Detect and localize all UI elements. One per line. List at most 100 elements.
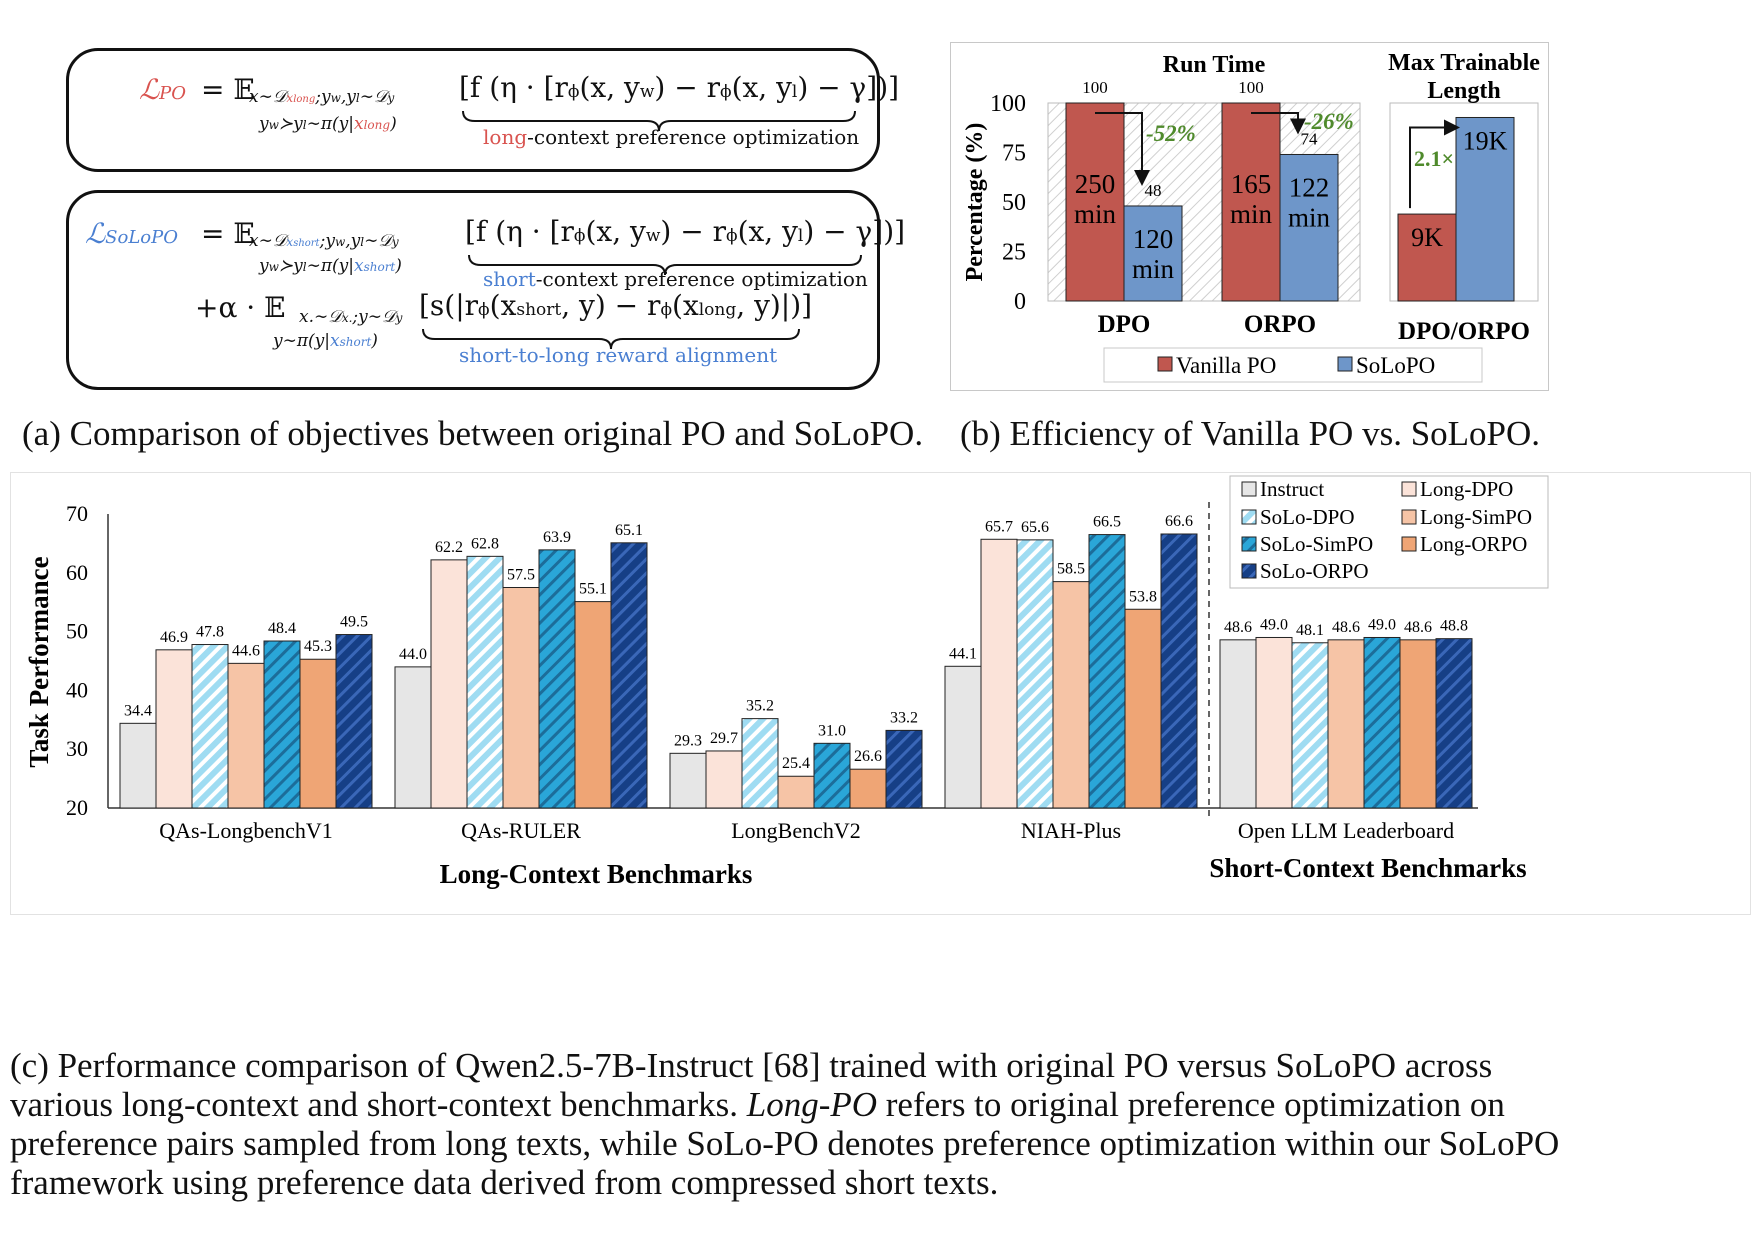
loss-po-symbol: ℒPO — [139, 73, 187, 106]
underbrace-solopo-2 — [422, 328, 800, 350]
chart-c-value-label: 66.6 — [1165, 513, 1193, 530]
chart-b-length-label: 19K — [1463, 126, 1508, 155]
chart-c-value-label: 62.2 — [435, 539, 463, 556]
chart-c-value-label: 46.9 — [160, 629, 188, 646]
chart-c-bar-long-simpo — [1052, 581, 1090, 809]
chart-c-bar-long-dpo — [980, 538, 1018, 809]
chart-c-bar-solo-dpo — [1291, 642, 1329, 809]
chart-c-group-label-short: Short-Context Benchmarks — [1209, 853, 1526, 883]
expectation-solopo-sub-bottom: yw≻yl∼π(y|xshort) — [259, 256, 402, 276]
chart-c-bar-solo-dpo — [741, 718, 779, 809]
chart-b-reduction-arrow — [1095, 112, 1150, 186]
chart-c-legend-swatch — [1241, 536, 1257, 552]
expectation-solopo: = 𝔼 — [201, 217, 255, 250]
chart-b-reduction-label: -26% — [1304, 109, 1354, 134]
chart-c-value-label: 34.4 — [124, 702, 152, 719]
chart-c-value-label: 49.5 — [340, 614, 368, 631]
chart-b-inner-label: min — [1288, 202, 1331, 232]
chart-c-value-label: 55.1 — [579, 581, 607, 598]
chart-c-value-label: 33.2 — [890, 709, 918, 726]
chart-c-bar-solo-dpo — [1016, 539, 1054, 809]
alignment-expectation-sub-bottom: y∼π(y|xshort) — [273, 331, 378, 351]
chart-c-bar-solo-simpo — [1088, 534, 1126, 809]
chart-c-ylabel: Task Performance — [24, 556, 54, 767]
chart-b-length-label: 9K — [1411, 223, 1443, 252]
chart-c-bar-long-simpo — [502, 587, 540, 809]
chart-c-group-label-long: Long-Context Benchmarks — [440, 859, 753, 889]
chart-b-length-title-2: Length — [1427, 78, 1500, 104]
underbrace-solopo-1 — [468, 254, 862, 276]
chart-c-bar-long-orpo — [1124, 608, 1162, 809]
caption-b: (b) Efficiency of Vanilla PO vs. SoLoPO. — [960, 414, 1541, 453]
chart-b-legend-label: SoLoPO — [1356, 353, 1435, 378]
chart-b-xlabel: ORPO — [1244, 311, 1316, 338]
chart-c-value-label: 26.6 — [854, 748, 882, 765]
loss-solopo-symbol: ℒSoLoPO — [85, 217, 178, 250]
chart-b-ytick: 50 — [1002, 190, 1026, 216]
chart-c-legend-swatch — [1241, 563, 1257, 579]
chart-b-bar-solopo — [1279, 153, 1339, 302]
chart-c-bar-long-simpo — [227, 662, 265, 809]
chart-c-bar-solo-orpo — [610, 542, 648, 809]
chart-b-bar-vanilla — [1065, 102, 1125, 302]
chart-c-bar-solo-dpo — [191, 644, 229, 809]
chart-b-inner-label: 165 — [1231, 169, 1272, 199]
chart-b-ytick: 0 — [1014, 289, 1026, 315]
chart-b-length-bar-solopo — [1455, 116, 1515, 302]
chart-c-ytick: 30 — [66, 736, 88, 761]
chart-b-reduction-label: -52% — [1146, 121, 1196, 146]
chart-c-bar-long-orpo — [299, 658, 337, 809]
chart-c-bar-instruct — [1219, 639, 1257, 809]
chart-b-value-label: 100 — [1082, 78, 1108, 97]
chart-c-legend-label: SoLo-DPO — [1260, 505, 1355, 529]
solopo-brace-label-2: short-to-long reward alignment — [459, 343, 778, 367]
chart-c-category-label: QAs-RULER — [461, 818, 581, 843]
chart-b-inner-label: min — [1074, 199, 1117, 229]
chart-c-ytick: 60 — [66, 560, 88, 585]
caption-c-longpo: Long-PO — [746, 1085, 878, 1124]
chart-c-ytick: 40 — [66, 677, 88, 702]
chart-c-category-label: LongBenchV2 — [731, 818, 861, 843]
chart-c-legend-label: Long-ORPO — [1420, 532, 1527, 556]
chart-c-value-label: 47.8 — [196, 624, 224, 641]
chart-c-bar-solo-orpo — [885, 729, 923, 809]
caption-c-line-1: (c) Performance comparison of Qwen2.5-7B… — [10, 1046, 1493, 1085]
chart-c-value-label: 25.4 — [782, 755, 810, 772]
chart-b-value-label: 100 — [1238, 78, 1264, 97]
chart-c-value-label: 35.2 — [746, 698, 774, 715]
alignment-expectation-sub-top: x.∼𝒟x.;y∼𝒟y — [299, 307, 403, 327]
chart-b-inner-label: min — [1132, 254, 1175, 284]
chart-c-bar-long-orpo — [1399, 639, 1437, 809]
chart-c-value-label: 48.1 — [1296, 622, 1324, 639]
expectation-po-sub-bottom: yw≻yl∼π(y|xlong) — [259, 114, 397, 134]
chart-c-value-label: 62.8 — [471, 535, 499, 552]
chart-c-category-label: QAs-LongbenchV1 — [159, 818, 333, 843]
chart-c-bar-instruct — [119, 722, 157, 809]
chart-c-value-label: 49.0 — [1260, 616, 1288, 633]
chart-c-value-label: 65.6 — [1021, 519, 1049, 536]
chart-c-bar-long-dpo — [155, 649, 193, 809]
po-objective-body: [f (η · [rϕ(x, yw) − rϕ(x, yl) − γ])] — [459, 71, 900, 104]
alignment-body: [s(|rϕ(xshort, y) − rϕ(xlong, y)|)] — [419, 289, 813, 322]
chart-c-bar-solo-simpo — [538, 549, 576, 809]
chart-c-value-label: 48.6 — [1224, 619, 1252, 636]
chart-b-title: Run Time — [1163, 52, 1266, 78]
chart-c-category-label: Open LLM Leaderboard — [1238, 818, 1454, 843]
chart-c-value-label: 65.7 — [985, 518, 1013, 535]
chart-c-legend-label: Long-DPO — [1420, 477, 1513, 501]
chart-b-legend-label: Vanilla PO — [1176, 353, 1276, 378]
chart-c-bar-long-dpo — [705, 750, 743, 809]
chart-c-value-label: 48.6 — [1332, 619, 1360, 636]
chart-b-length-bar-vanilla — [1397, 213, 1457, 302]
chart-c-bar-long-orpo — [849, 768, 887, 809]
chart-c-value-label: 49.0 — [1368, 616, 1396, 633]
formula-box-po: ℒPO = 𝔼 x∼𝒟xlong;yw,yl∼𝒟y yw≻yl∼π(y|xlon… — [66, 48, 899, 172]
chart-c-value-label: 53.8 — [1129, 588, 1157, 605]
chart-c-value-label: 66.5 — [1093, 514, 1121, 531]
solopo-objective-body: [f (η · [rϕ(x, yw) − rϕ(x, yl) − γ])] — [465, 215, 906, 248]
expectation-po: = 𝔼 — [201, 73, 255, 106]
chart-c-ytick: 70 — [66, 501, 88, 526]
caption-c-line-2a: various long-context and short-context b… — [10, 1085, 738, 1124]
chart-c-bar-instruct — [669, 752, 707, 809]
